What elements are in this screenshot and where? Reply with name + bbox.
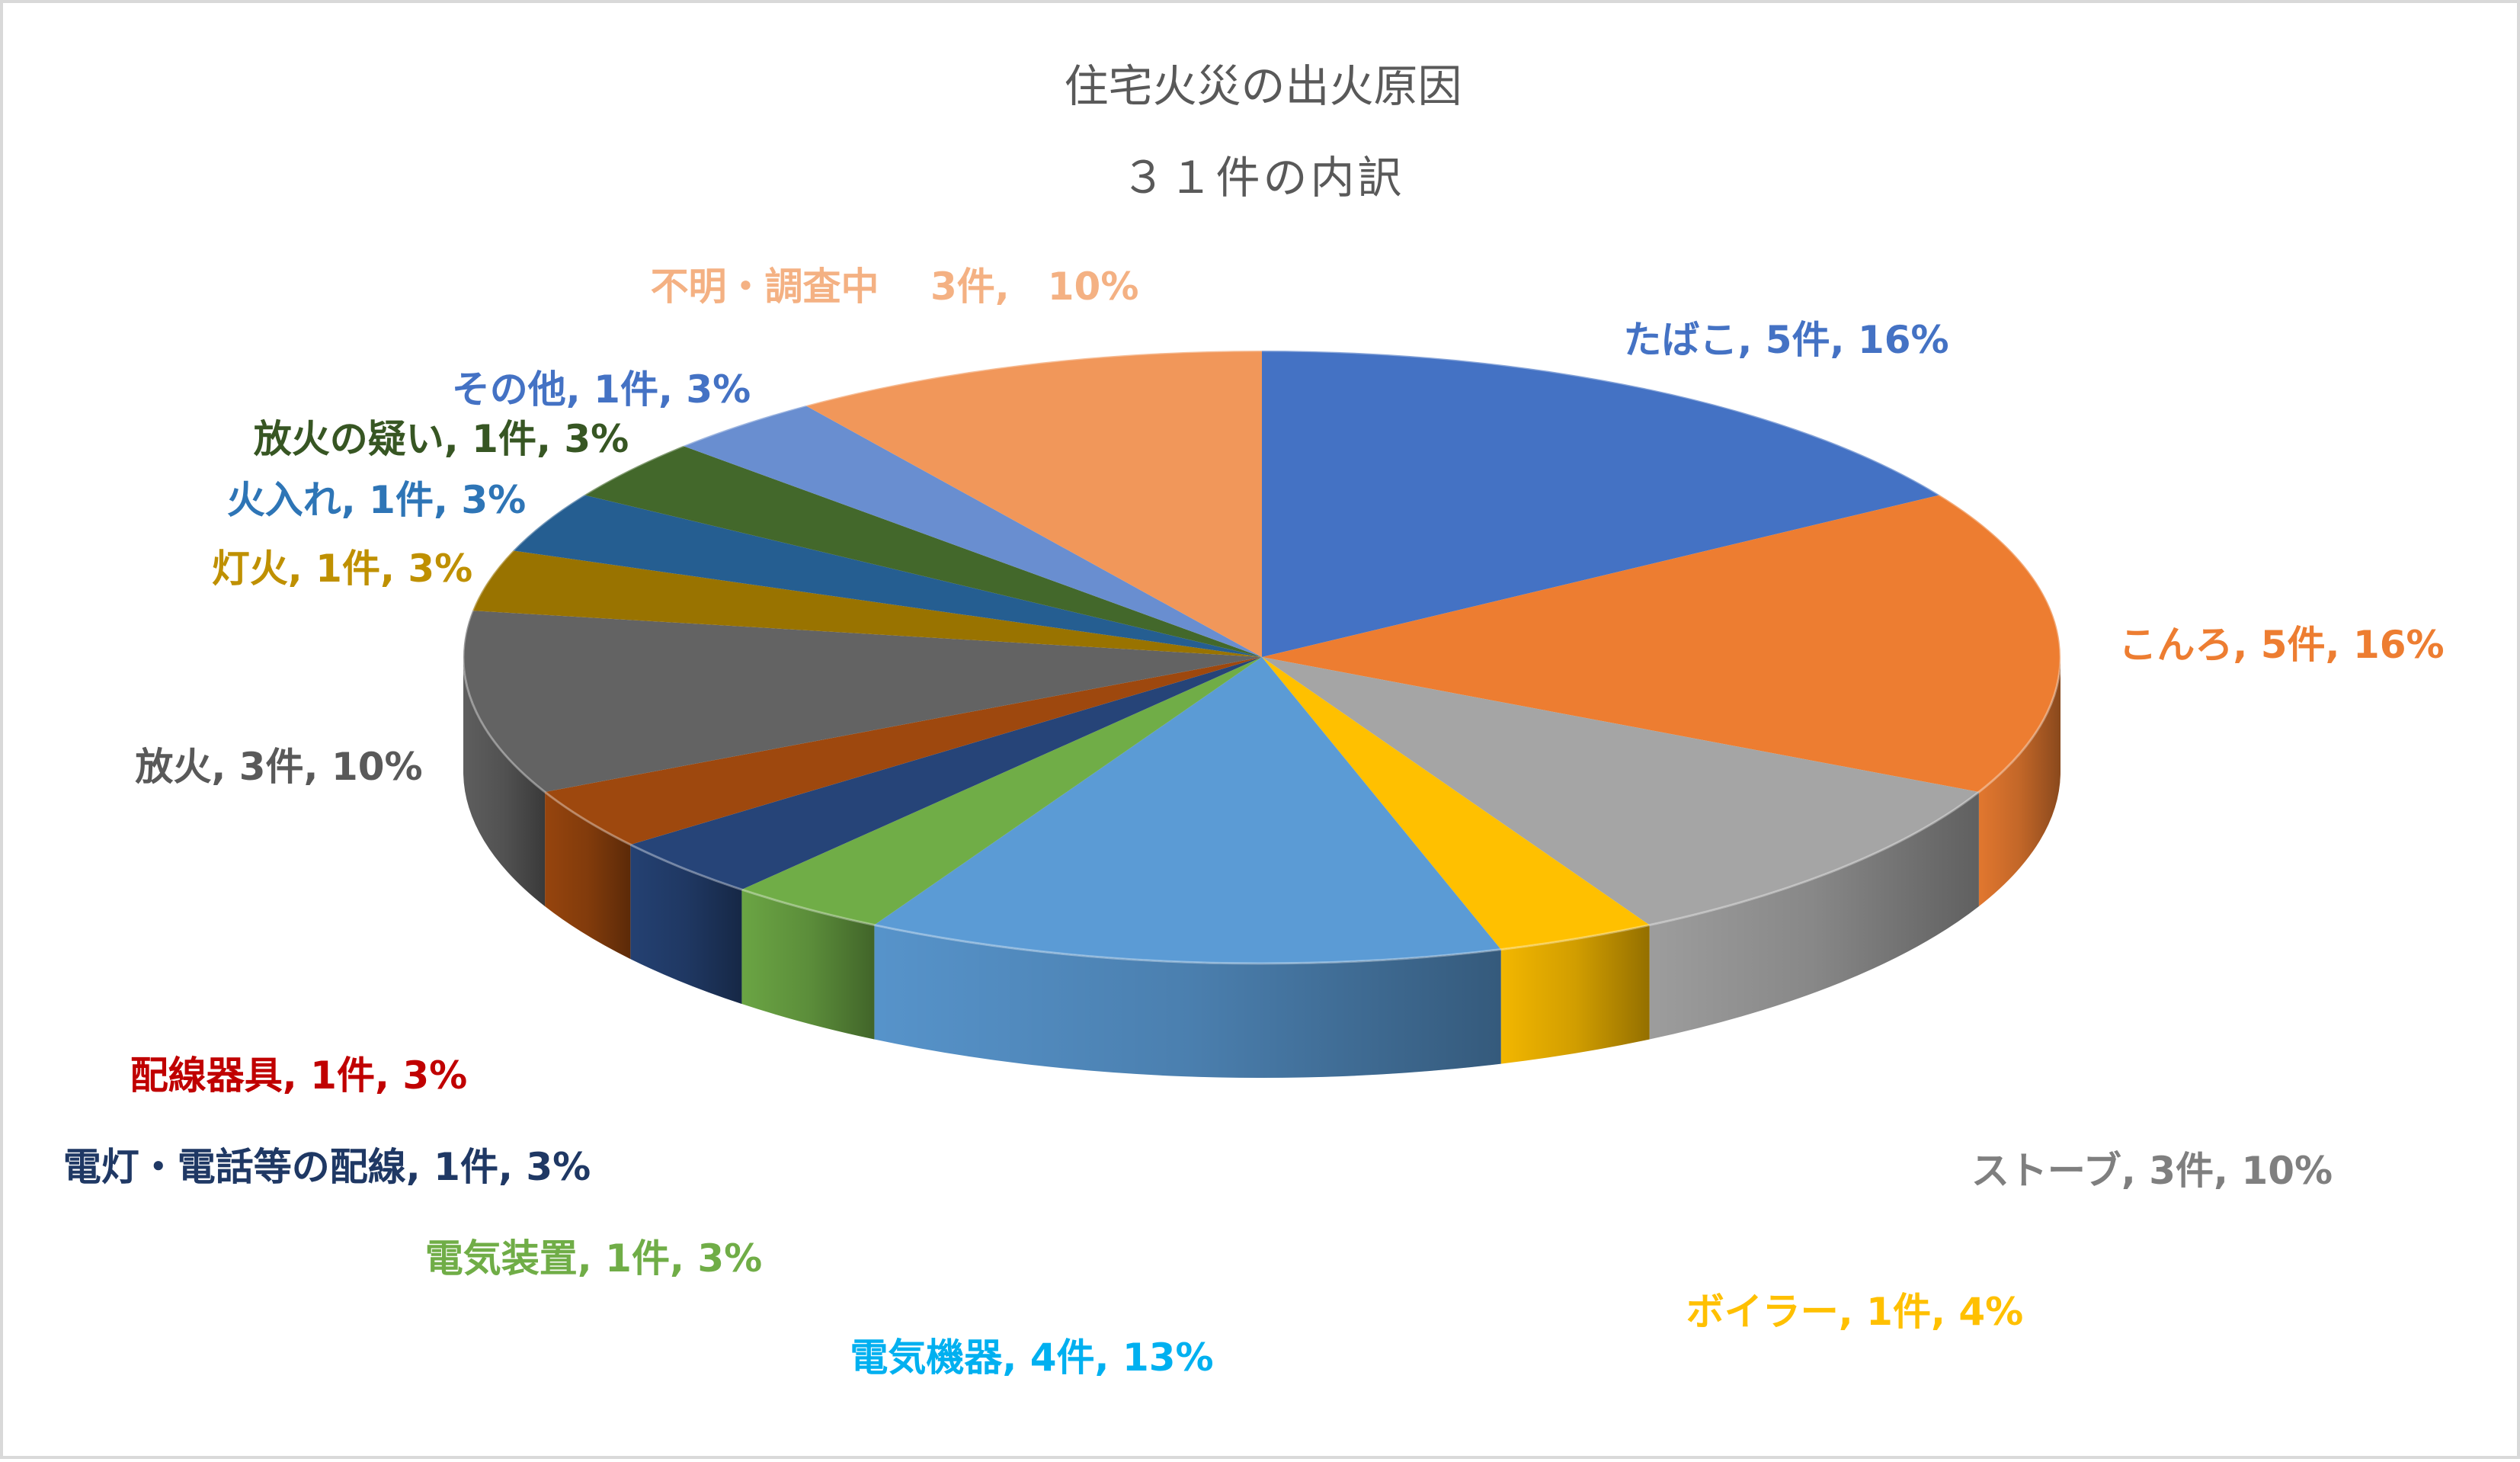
- pie-side-boiler-shade: [1500, 925, 1650, 1064]
- data-label-tobacco: たばこ, 5件, 16%: [1623, 318, 1949, 362]
- pie-slice-lamp-phone-wiring: [630, 657, 1262, 890]
- data-label-arson: 放火, 3件, 10%: [135, 745, 423, 789]
- pie-top-rim: [462, 349, 2062, 965]
- data-label-unknown: 不明・調査中 3件, 10%: [650, 265, 1139, 309]
- pie-slice-unknown: [805, 351, 1262, 657]
- pie-slice-konro: [1262, 495, 2061, 792]
- data-label-lamp-fire: 灯火, 1件, 3%: [211, 547, 473, 591]
- pie-slice-tobacco: [1262, 351, 1940, 657]
- pie-chart: [462, 349, 2062, 1079]
- pie-side-electric-device-shade: [741, 890, 875, 1040]
- data-label-electric-device: 電気装置, 1件, 3%: [424, 1236, 763, 1281]
- pie-side-stove-shade: [1649, 792, 1979, 1040]
- pie-side-konro-shade: [1978, 657, 2061, 906]
- pie-slice-suspected-arson: [584, 446, 1262, 657]
- pie-slice-electric-device: [741, 657, 1262, 925]
- pie-slice-arson: [463, 611, 1262, 792]
- pie-slice-stove: [1262, 657, 1979, 925]
- pie-slice-lamp-fire: [472, 550, 1262, 657]
- data-label-suspected-arson: 放火の疑い, 1件, 3%: [253, 417, 629, 461]
- pie-side-wiring-fixture-shade: [545, 792, 631, 960]
- pie-slice-wiring-fixture: [545, 657, 1262, 845]
- pie-slice-hi-ire: [513, 495, 1262, 657]
- pie-side-electric-appliance-shade: [874, 925, 1501, 1079]
- data-label-hi-ire: 火入れ, 1件, 3%: [226, 478, 527, 522]
- data-label-konro: こんろ, 5件, 16%: [2118, 623, 2445, 667]
- data-label-boiler: ボイラー, 1件, 4%: [1686, 1290, 2024, 1334]
- chart-subtitle: ３１件の内訳: [1121, 152, 1405, 204]
- pie-side-lamp-phone-wiring-shade: [630, 845, 742, 1004]
- data-label-wiring-fixture: 配線器具, 1件, 3%: [130, 1053, 468, 1098]
- chart-title: 住宅火災の出火原因: [1064, 60, 1462, 112]
- data-label-electric-appliance: 電気機器, 4件, 13%: [850, 1335, 1214, 1380]
- pie-side-arson-shade: [463, 657, 546, 906]
- data-label-other: その他, 1件, 3%: [451, 367, 751, 412]
- pie-slice-boiler: [1262, 657, 1650, 950]
- data-label-lamp-phone-wiring: 電灯・電話等の配線, 1件, 3%: [62, 1145, 591, 1189]
- pie-slice-other: [683, 406, 1262, 657]
- data-label-stove: ストーブ, 3件, 10%: [1971, 1149, 2333, 1193]
- pie-slice-electric-appliance: [874, 657, 1501, 964]
